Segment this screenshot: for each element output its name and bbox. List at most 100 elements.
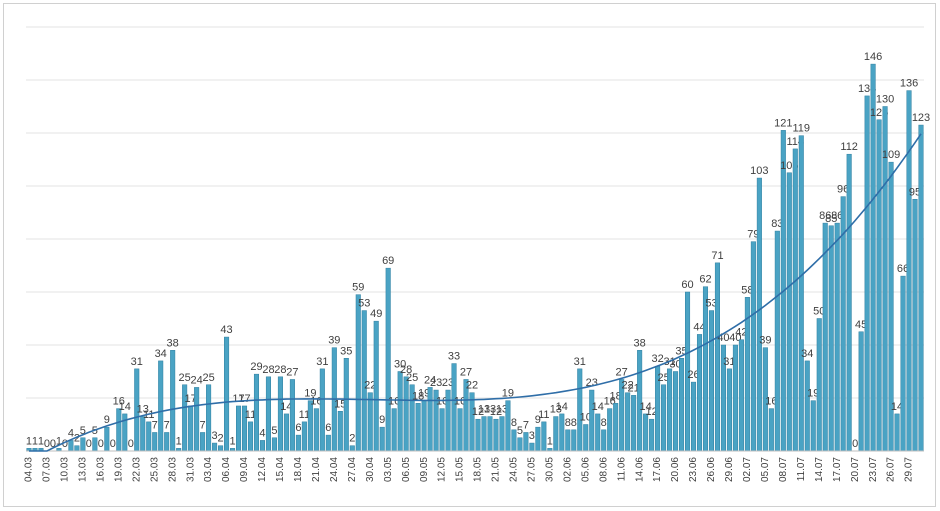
- data-label: 38: [634, 337, 646, 349]
- data-label: 24: [190, 374, 202, 386]
- bar: [726, 368, 732, 452]
- data-label: 0: [110, 438, 116, 450]
- data-label: 19: [807, 388, 819, 400]
- bar: [529, 442, 535, 452]
- bar: [517, 437, 523, 452]
- bar: [906, 90, 912, 452]
- data-label: 14: [592, 401, 604, 413]
- bar: [379, 426, 385, 452]
- data-label: 31: [574, 356, 586, 368]
- data-label: 0: [44, 438, 50, 450]
- data-label: 1: [38, 435, 44, 447]
- bar: [487, 416, 493, 452]
- bar: [870, 63, 876, 452]
- data-label: 60: [681, 279, 693, 291]
- data-label: 8: [571, 417, 577, 429]
- bar: [768, 408, 774, 452]
- x-tick-label: 04.03: [24, 457, 35, 482]
- data-label: 10: [580, 412, 592, 424]
- data-label: 2: [218, 433, 224, 445]
- data-label: 49: [370, 308, 382, 320]
- bar: [738, 339, 744, 452]
- data-label: 23: [430, 377, 442, 389]
- bar: [625, 392, 631, 452]
- x-tick-label: 29.07: [904, 457, 915, 482]
- data-label: 4: [259, 427, 265, 439]
- bar: [247, 421, 254, 452]
- bar: [714, 262, 720, 452]
- x-tick-label: 03.04: [203, 457, 214, 482]
- data-label: 18: [610, 390, 622, 402]
- data-label: 26: [687, 369, 699, 381]
- trend-line: [29, 133, 922, 452]
- data-label: 11: [299, 409, 310, 421]
- data-label: 112: [840, 141, 858, 153]
- data-label: 34: [155, 348, 167, 360]
- data-label: 13: [484, 404, 496, 416]
- data-label: 136: [900, 78, 918, 90]
- bar: [673, 371, 679, 452]
- bar: [816, 318, 822, 452]
- data-label: 62: [699, 274, 711, 286]
- x-tick-label: 21.04: [311, 457, 322, 482]
- bar: [218, 445, 224, 452]
- bar: [649, 418, 655, 452]
- bar: [307, 400, 313, 452]
- data-label: 38: [167, 337, 179, 349]
- bar: [170, 350, 176, 452]
- data-label: 22: [364, 380, 376, 392]
- bar: [253, 373, 260, 452]
- x-tick-label: 17.07: [832, 457, 843, 482]
- data-label: 58: [741, 284, 753, 296]
- data-label: 17: [185, 393, 197, 405]
- data-label: 1: [32, 435, 38, 447]
- data-label: 130: [876, 94, 894, 106]
- data-label: 14: [556, 401, 568, 413]
- data-label: 1: [229, 435, 235, 447]
- bar: [265, 376, 271, 452]
- bar: [894, 413, 900, 452]
- data-label: 3: [529, 430, 535, 442]
- data-label: 1: [547, 435, 553, 447]
- x-tick-label: 22.03: [131, 457, 142, 482]
- bar: [858, 331, 864, 452]
- data-label: 11: [245, 409, 256, 421]
- x-tick-label: 02.07: [742, 457, 753, 482]
- x-tick-label: 26.07: [886, 457, 897, 482]
- bar: [475, 418, 481, 452]
- x-tick-label: 08.06: [598, 457, 609, 482]
- x-tick-label: 07.03: [42, 457, 53, 482]
- data-label: 34: [801, 348, 813, 360]
- bar: [104, 426, 110, 452]
- data-label: 53: [705, 298, 717, 310]
- x-tick-label: 05.07: [760, 457, 771, 482]
- bar: [786, 172, 792, 452]
- bar: [804, 360, 810, 452]
- bar: [80, 437, 86, 452]
- data-label: 31: [723, 356, 735, 368]
- bar: [343, 358, 349, 452]
- data-label: 19: [502, 388, 514, 400]
- x-tick-label: 12.05: [437, 457, 448, 482]
- bar: [421, 400, 427, 452]
- x-tick-label: 13.03: [78, 457, 89, 482]
- bar: [523, 432, 529, 452]
- bar: [158, 360, 164, 452]
- bar: [355, 294, 361, 452]
- x-tick-label: 11.07: [796, 457, 807, 482]
- data-label: 7: [152, 419, 158, 431]
- x-tick-label: 26.06: [706, 457, 717, 482]
- bar: [918, 124, 924, 452]
- data-label: 25: [406, 372, 418, 384]
- bar: [403, 376, 409, 452]
- x-tick-label: 02.06: [562, 457, 573, 482]
- x-tick-label: 09.04: [239, 457, 250, 482]
- data-label: 25: [179, 372, 191, 384]
- data-label: 45: [855, 319, 867, 331]
- bar: [74, 445, 80, 452]
- bar: [535, 426, 541, 452]
- data-label: 16: [454, 396, 466, 408]
- data-label: 19: [418, 388, 430, 400]
- data-label: 24: [424, 374, 436, 386]
- data-label: 3: [212, 430, 218, 442]
